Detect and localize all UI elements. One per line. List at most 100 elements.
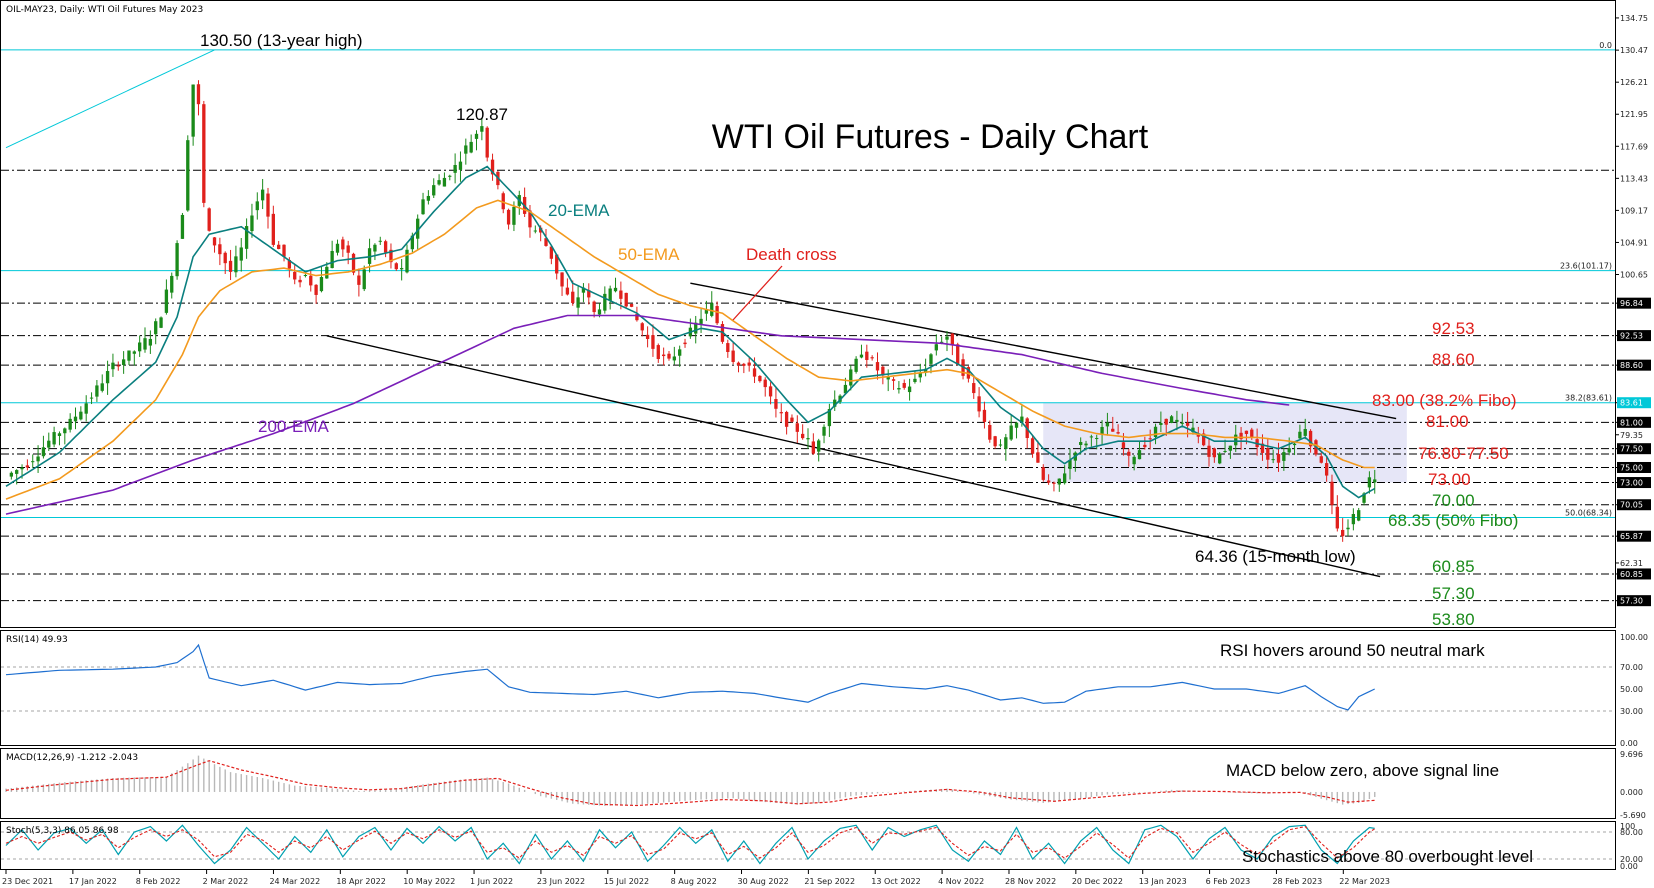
candle-up xyxy=(480,126,484,132)
candle-up xyxy=(1105,422,1110,427)
rsi-tick-label: 0.00 xyxy=(1620,739,1638,748)
symbol-header: OIL-MAY23, Daily: WTI Oil Futures May 20… xyxy=(6,5,203,15)
candle-up xyxy=(448,175,452,177)
candle-down xyxy=(549,246,554,259)
macd-annotation: MACD below zero, above signal line xyxy=(1226,761,1499,780)
candle-down xyxy=(212,237,217,246)
candle-up xyxy=(934,344,938,351)
price-badge xyxy=(1617,330,1651,342)
x-axis-tick-label: 28 Feb 2023 xyxy=(1272,877,1322,886)
candle-down xyxy=(1207,445,1211,457)
price-tick-label: 109.17 xyxy=(1620,206,1648,215)
x-axis-tick-label: 6 Feb 2023 xyxy=(1206,877,1251,886)
candle-up xyxy=(20,467,24,470)
price-badge-label: 70.05 xyxy=(1620,501,1643,510)
candle-up xyxy=(678,349,682,356)
chart-title: WTI Oil Futures - Daily Chart xyxy=(712,118,1149,156)
candle-up xyxy=(897,388,901,390)
annotation-ema20: 20-EMA xyxy=(548,201,610,220)
candle-down xyxy=(715,306,719,324)
candle-up xyxy=(1084,443,1088,446)
candle-up xyxy=(1159,423,1163,425)
candle-up xyxy=(940,341,944,343)
x-axis-tick-label: 23 Jun 2022 xyxy=(537,877,585,886)
candle-up xyxy=(105,371,110,384)
candle-up xyxy=(421,199,425,215)
candle-down xyxy=(1201,433,1206,446)
candle-down xyxy=(346,245,350,253)
candle-down xyxy=(988,424,992,440)
candle-up xyxy=(843,384,848,394)
candle-up xyxy=(704,309,709,314)
candle-up xyxy=(148,338,153,346)
x-axis-tick-label: 13 Oct 2022 xyxy=(871,877,920,886)
candle-up xyxy=(1014,422,1019,428)
price-tick-label: 121.95 xyxy=(1620,110,1648,119)
candle-down xyxy=(624,292,628,307)
candle-down xyxy=(282,244,286,257)
candle-down xyxy=(774,399,778,409)
candle-up xyxy=(186,140,190,211)
candle-down xyxy=(977,396,981,412)
candle-up xyxy=(1191,427,1195,433)
candle-up xyxy=(512,206,516,225)
candle-up xyxy=(36,456,40,462)
candle-up xyxy=(244,226,249,249)
candle-up xyxy=(127,350,131,361)
candle-up xyxy=(159,317,163,328)
level-label-6835: 68.35 (50% Fibo) xyxy=(1388,511,1518,530)
price-tick-label: 104.91 xyxy=(1620,238,1648,247)
candle-up xyxy=(63,428,67,434)
candle-up xyxy=(603,293,607,311)
rsi-annotation: RSI hovers around 50 neutral mark xyxy=(1220,641,1485,660)
candle-up xyxy=(303,275,308,277)
candle-down xyxy=(1244,430,1249,434)
rsi-tick-label: 30.00 xyxy=(1620,707,1643,716)
candle-down xyxy=(1335,506,1339,529)
candle-down xyxy=(1116,432,1120,434)
candle-up xyxy=(1132,456,1136,465)
candle-up xyxy=(180,214,185,239)
ema-layer xyxy=(5,165,1376,515)
candle-down xyxy=(196,84,201,105)
candle-up xyxy=(597,309,602,315)
candle-down xyxy=(501,193,505,210)
candle-up xyxy=(859,354,864,358)
candle-down xyxy=(287,259,292,269)
candle-up xyxy=(31,461,35,463)
candle-up xyxy=(164,289,169,313)
candle-up xyxy=(1062,473,1067,484)
candle-up xyxy=(576,297,580,308)
candle-up xyxy=(581,287,586,293)
candle-down xyxy=(1030,438,1035,454)
candle-down xyxy=(383,241,388,253)
price-tick-label: 130.47 xyxy=(1620,46,1648,55)
candle-down xyxy=(667,353,671,359)
candle-up xyxy=(41,447,46,457)
candle-up xyxy=(154,321,158,335)
x-axis-tick-label: 8 Feb 2022 xyxy=(136,877,181,886)
macd-tick-label: 0.000 xyxy=(1620,788,1643,797)
macd-header: MACD(12,26,9) -1.212 -2.043 xyxy=(6,753,138,763)
candle-down xyxy=(779,412,783,414)
rsi-line xyxy=(5,643,1375,711)
price-badge-label: 77.50 xyxy=(1620,445,1643,454)
candle-up xyxy=(1020,416,1024,423)
candle-down xyxy=(539,227,543,233)
candle-down xyxy=(763,379,767,388)
candle-up xyxy=(84,403,88,414)
candle-down xyxy=(651,335,655,349)
candle-up xyxy=(143,338,147,350)
candle-up xyxy=(68,418,72,430)
candle-down xyxy=(592,301,596,313)
candle-up xyxy=(918,373,922,378)
candle-down xyxy=(1185,423,1190,426)
candle-down xyxy=(544,238,548,246)
candle-up xyxy=(239,247,243,261)
candle-up xyxy=(73,416,78,422)
candle-up xyxy=(694,322,698,334)
price-tick-label: 117.69 xyxy=(1620,142,1648,151)
x-axis-tick-label: 21 Sep 2022 xyxy=(804,877,855,886)
candle-down xyxy=(1319,456,1323,463)
